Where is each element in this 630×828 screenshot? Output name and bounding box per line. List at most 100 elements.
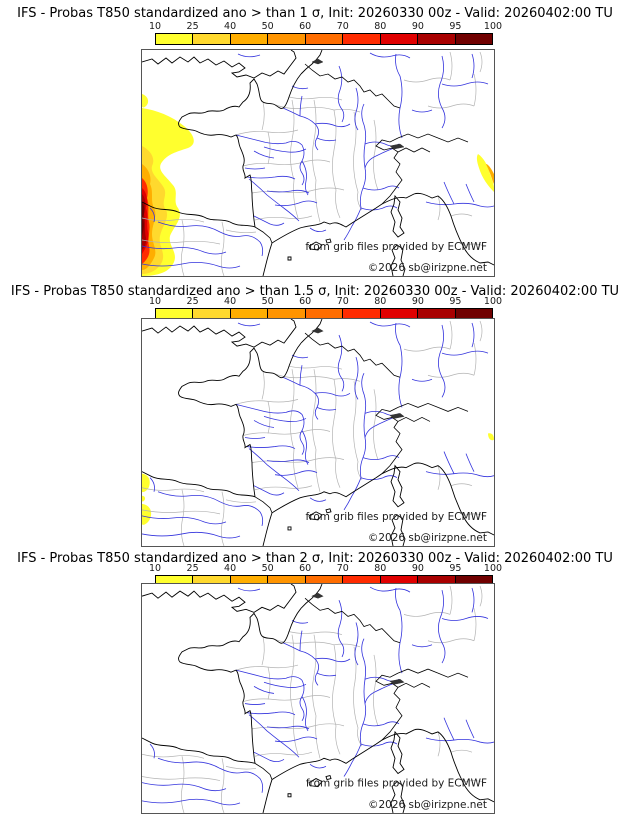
colorbar-segment [156, 34, 194, 44]
probability-blob [142, 473, 150, 493]
colorbar-tick-label: 90 [411, 21, 424, 32]
river-path [149, 743, 155, 759]
coastline-path [390, 194, 405, 238]
river-path [395, 53, 401, 77]
river-path [337, 65, 345, 123]
river-path [369, 52, 411, 59]
river-path [244, 167, 266, 170]
country-border-path [397, 402, 439, 408]
river-path [142, 531, 241, 539]
department-border-path [220, 221, 225, 276]
department-border-path [267, 401, 271, 434]
river-path [395, 587, 401, 611]
coastline-path [390, 244, 406, 276]
water-patch [311, 592, 324, 599]
probability-blob [486, 164, 494, 184]
coastline-path [178, 73, 302, 228]
department-border-path [403, 346, 451, 352]
department-border-path [180, 219, 185, 276]
river-path [398, 610, 403, 674]
country-border-path [397, 668, 439, 674]
country-border-path [375, 672, 403, 741]
river-path [425, 471, 494, 478]
panel-sigma15: IFS - Probas T850 standardized ano > tha… [0, 276, 630, 550]
department-border-path [235, 664, 299, 671]
colorbar-segment [418, 309, 456, 319]
department-border-path [288, 365, 343, 370]
coastline-path [262, 242, 273, 276]
department-border-path [272, 372, 361, 382]
colorbar-tick-row: 10 25 40 50 60 70 80 90 95 100 [149, 563, 502, 574]
department-border-path [403, 77, 451, 83]
colorbar-segment [193, 309, 231, 319]
department-border-path [373, 389, 379, 460]
colorbar-tick-row: 10 25 40 50 60 70 80 90 95 100 [149, 21, 502, 32]
department-border-path [312, 99, 321, 223]
colorbar-tick-label: 95 [449, 296, 462, 307]
river-path [253, 751, 285, 762]
coastline-path [325, 774, 332, 781]
river-path [441, 350, 489, 356]
colorbar-segment [268, 309, 306, 319]
river-path [253, 150, 275, 159]
river-path [425, 201, 494, 208]
colorbar-segment [343, 576, 381, 586]
department-border-path [332, 379, 341, 488]
colorbar-segment [193, 576, 231, 586]
department-border-path [353, 111, 363, 211]
river-path [471, 53, 475, 79]
colorbar-tick-label: 40 [224, 563, 237, 574]
department-border-path [373, 654, 379, 726]
colorbar-tick-label: 90 [411, 296, 424, 307]
river-path [362, 721, 400, 727]
colorbar-tick-label: 50 [261, 21, 274, 32]
river-path [309, 497, 327, 502]
coastline-path [262, 779, 273, 813]
department-border-path [437, 731, 441, 757]
probability-blob [476, 154, 494, 192]
river-path [361, 103, 367, 169]
river-path [361, 638, 367, 704]
river-path [149, 477, 155, 492]
river-path [465, 719, 475, 739]
colorbar-segment [455, 34, 492, 44]
colorbar-bar [155, 33, 493, 45]
department-border-path [479, 585, 483, 607]
department-border-path [272, 638, 361, 648]
department-border-path [261, 101, 265, 131]
department-border-path [142, 509, 221, 515]
river-path [142, 515, 227, 525]
river-path [237, 587, 261, 592]
department-border-path [254, 215, 313, 221]
river-path [425, 737, 494, 744]
department-border-path [427, 638, 475, 644]
country-border-path [397, 682, 431, 688]
coastline-path [178, 608, 302, 764]
coastline-path [142, 319, 297, 348]
coastline-path [287, 793, 292, 798]
coastline-path [271, 462, 494, 536]
colorbar-segment [268, 576, 306, 586]
colorbar-segment [455, 576, 492, 586]
department-border-path [449, 320, 453, 350]
department-border-path [373, 119, 379, 191]
probability-blob [488, 433, 494, 441]
river-path [441, 616, 489, 621]
map-svg: from grib files provided by ECMWF ©2026 s… [142, 584, 494, 813]
river-path [411, 109, 433, 113]
probability-blob [142, 495, 146, 502]
department-border-path [437, 465, 441, 490]
colorbar-tick-label: 40 [224, 296, 237, 307]
map-svg: from grib files provided by ECMWF ©2026 s… [142, 319, 494, 546]
river-path [246, 175, 296, 180]
country-border-path [304, 63, 401, 109]
country-border-path [304, 597, 401, 644]
river-path [398, 75, 403, 139]
river-path [253, 685, 275, 694]
department-border-path [290, 99, 299, 219]
department-border-path [437, 195, 441, 221]
river-path [362, 455, 400, 461]
coastline-path [390, 514, 406, 546]
colorbar-segment [305, 34, 344, 44]
colorbar-segment [305, 576, 344, 586]
